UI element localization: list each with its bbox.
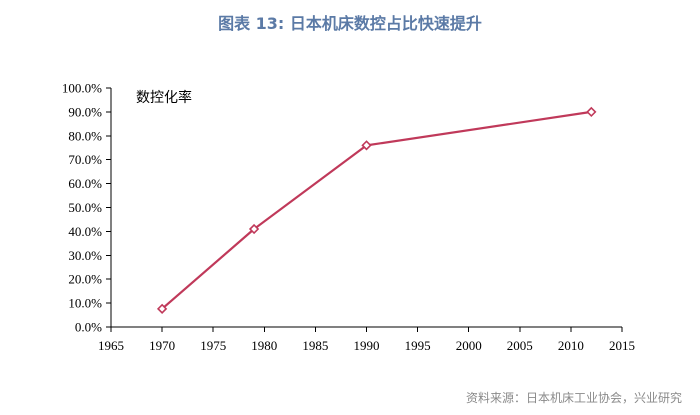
data-point [586, 106, 597, 118]
x-tick-label: 1970 [149, 338, 175, 353]
x-tick-label: 1990 [354, 338, 380, 353]
y-tick-label: 10.0% [68, 296, 102, 311]
data-point [361, 140, 372, 151]
x-tick-label: 2010 [558, 338, 584, 353]
data-point [156, 303, 168, 314]
y-tick-label: 40.0% [68, 224, 102, 239]
y-tick-label: 60.0% [68, 176, 102, 191]
y-tick-label: 70.0% [68, 152, 102, 167]
y-tick-label: 80.0% [68, 128, 102, 143]
series-label: 数控化率 [136, 89, 192, 106]
x-tick-label: 1975 [200, 338, 226, 353]
chart-axes [110, 88, 622, 328]
x-tick-label: 1980 [251, 338, 277, 353]
figure-title: 图表 13: 日本机床数控占比快速提升 [218, 14, 482, 33]
data-point [248, 223, 260, 235]
y-tick-label: 30.0% [68, 248, 102, 263]
source-note: 资料来源：日本机床工业协会，兴业研究 [465, 391, 682, 405]
x-tick-label: 1965 [98, 338, 124, 353]
x-tick-label: 2005 [507, 338, 533, 353]
x-tick-label: 1985 [302, 338, 328, 353]
series-line [161, 110, 592, 310]
y-tick-label: 50.0% [68, 200, 102, 215]
y-tick-label: 20.0% [68, 272, 102, 287]
y-tick-label: 0.0% [75, 320, 102, 335]
y-tick-label: 90.0% [68, 104, 102, 119]
y-tick-label: 100.0% [62, 81, 102, 96]
chart-series [156, 106, 597, 314]
x-tick-label: 1995 [405, 338, 431, 353]
x-tick-label: 2000 [456, 338, 482, 353]
chart-ticks: 0.0% 10.0% 20.0% 30.0% 40.0% 50.0% 60.0% 70.0% 8… [62, 81, 635, 354]
x-tick-label: 2015 [609, 338, 635, 353]
